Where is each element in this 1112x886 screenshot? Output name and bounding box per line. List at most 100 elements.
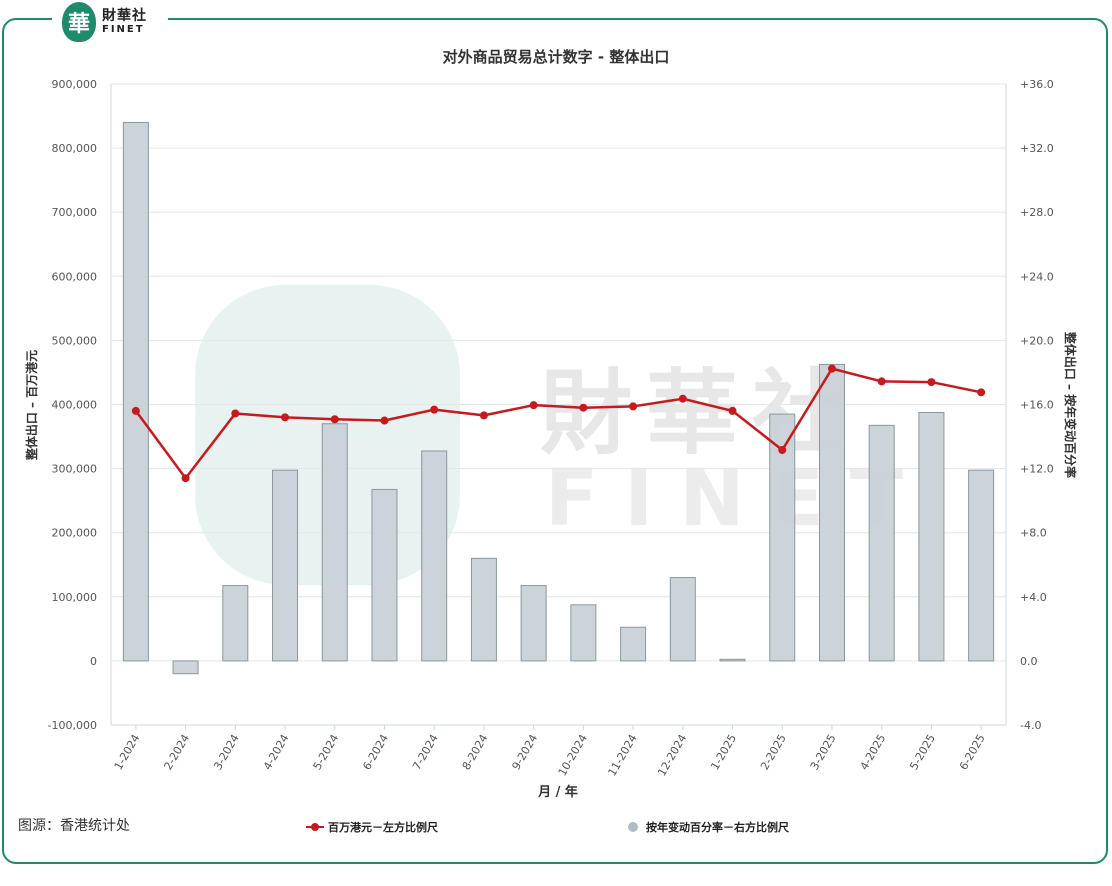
line-point: [380, 416, 389, 425]
legend-label-bar: 按年变动百分率－右方比例尺: [646, 821, 789, 834]
x-tick-label: 4-2025: [858, 732, 889, 772]
right-tick-label: +12.0: [1020, 463, 1054, 476]
line-point: [131, 406, 140, 415]
left-tick-label: 300,000: [52, 463, 98, 476]
line-point: [877, 377, 886, 386]
line-point: [529, 401, 538, 410]
line-point: [678, 394, 687, 403]
legend-line-marker: [306, 823, 324, 831]
bar: [918, 412, 945, 662]
bar: [669, 577, 696, 662]
x-tick-label: 7-2024: [410, 732, 441, 772]
line-series: [131, 364, 986, 483]
x-tick-label: 3-2024: [211, 732, 242, 772]
x-tick-label: 5-2025: [907, 732, 938, 772]
right-tick-label: +24.0: [1020, 270, 1054, 283]
line-point: [281, 413, 290, 422]
x-tick-label: 4-2024: [261, 732, 292, 772]
bar: [321, 423, 348, 662]
line-point: [629, 402, 638, 411]
finet-logo: 華 財華社 FINET: [52, 0, 168, 44]
right-tick-label: +36.0: [1020, 78, 1054, 91]
line-point: [579, 403, 588, 412]
right-tick-label: +16.0: [1020, 399, 1054, 412]
x-tick-label: 5-2024: [311, 732, 342, 772]
x-tick-label: 12-2024: [655, 732, 689, 778]
legend-label-line: 百万港元－左方比例尺: [328, 821, 438, 834]
right-axis-label: 整体出口 – 按年变动百分率: [1063, 331, 1078, 478]
bar: [818, 363, 845, 662]
x-axis: 1-2024 2-2024 3-2024 4-2024 5-2024 6-2024 7-20…: [112, 725, 988, 778]
left-axis: 900,000 800,000 700,000 600,000 500,000 400,0…: [48, 78, 97, 732]
right-tick-label: +32.0: [1020, 142, 1054, 155]
line-point: [827, 364, 836, 373]
logo-en: FINET: [102, 24, 145, 35]
left-tick-label: 700,000: [52, 206, 98, 219]
chart-title: 对外商品贸易总计数字 - 整体出口: [442, 48, 670, 66]
bar: [172, 660, 199, 675]
right-axis: +36.0 +32.0 +28.0 +24.0 +20.0 +16.0 +12.0 +8.0 +…: [1020, 78, 1054, 732]
watermark: 財華社 FINET: [195, 285, 903, 585]
line-point: [430, 405, 439, 414]
x-tick-label: 2-2024: [161, 732, 192, 772]
x-tick-label: 11-2024: [605, 732, 639, 778]
x-tick-label: 9-2024: [509, 732, 540, 772]
bar: [421, 450, 448, 662]
bar: [868, 424, 895, 662]
bar: [570, 604, 597, 662]
left-tick-label: 200,000: [52, 527, 98, 540]
bar: [968, 469, 995, 662]
right-tick-label: +28.0: [1020, 206, 1054, 219]
bar: [272, 469, 299, 662]
line-point: [728, 406, 737, 415]
x-tick-label: 6-2024: [360, 732, 391, 772]
line-point: [778, 446, 787, 455]
legend-item-line[interactable]: 百万港元－左方比例尺: [306, 819, 438, 835]
line-point: [231, 409, 240, 418]
bar: [122, 121, 149, 662]
line-point: [927, 378, 936, 387]
left-tick-label: 0: [90, 655, 97, 668]
line-point: [181, 474, 190, 483]
x-tick-label: 1-2025: [708, 732, 739, 772]
left-axis-label: 整体出口 – 百万港元: [24, 350, 39, 461]
x-tick-label: 6-2025: [957, 732, 988, 772]
right-tick-label: -4.0: [1020, 719, 1041, 732]
line-path: [134, 367, 982, 480]
x-tick-label: 8-2024: [460, 732, 491, 772]
line-point: [977, 388, 986, 397]
gridlines: [110, 83, 1007, 726]
left-tick-label: -100,000: [48, 719, 97, 732]
bar: [371, 488, 398, 662]
right-tick-label: +20.0: [1020, 334, 1054, 347]
chart-frame: [2, 18, 1108, 864]
x-tick-label: 2-2025: [758, 732, 789, 772]
left-tick-label: 100,000: [52, 591, 98, 604]
bar: [470, 557, 497, 662]
left-tick-label: 900,000: [52, 78, 98, 91]
legend-item-bar[interactable]: 按年变动百分率－右方比例尺: [628, 819, 789, 835]
logo-cn: 財華社: [102, 8, 147, 24]
x-tick-label: 10-2024: [556, 732, 590, 778]
right-tick-label: +8.0: [1020, 527, 1047, 540]
source-note: 图源：香港统计处: [18, 818, 130, 834]
right-tick-label: +4.0: [1020, 591, 1047, 604]
watermark-cn: 財華社: [540, 360, 858, 467]
line-point: [330, 415, 339, 424]
bar: [520, 585, 547, 662]
bar: [222, 585, 249, 662]
x-tick-label: 3-2025: [808, 732, 839, 772]
left-tick-label: 800,000: [52, 142, 98, 155]
left-tick-label: 600,000: [52, 270, 98, 283]
legend-bar-marker: [628, 822, 638, 832]
bar: [769, 413, 796, 662]
bar: [620, 626, 647, 662]
line-point: [479, 411, 488, 420]
x-axis-label: 月 / 年: [537, 784, 578, 800]
right-tick-label: 0.0: [1020, 655, 1038, 668]
left-tick-label: 500,000: [52, 334, 98, 347]
logo-mark-icon: 華: [62, 2, 96, 42]
x-tick-label: 1-2024: [112, 732, 143, 772]
bar-series: [122, 121, 995, 675]
